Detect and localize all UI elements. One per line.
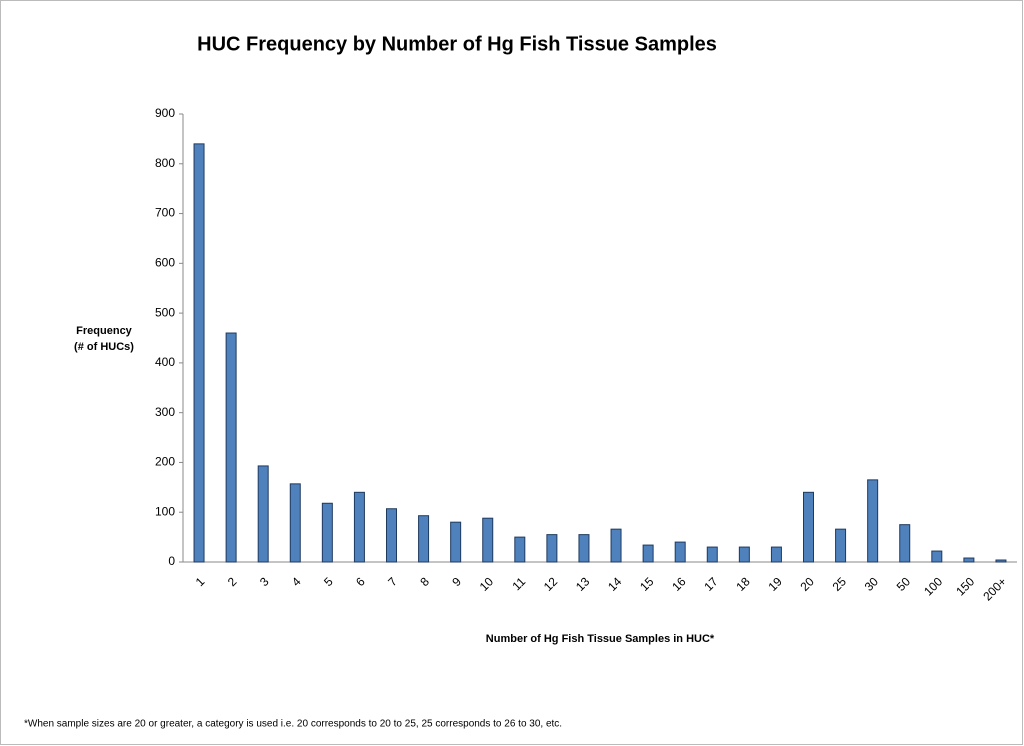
- bar: [738, 546, 750, 563]
- bar: [418, 515, 430, 563]
- bar: [835, 528, 847, 563]
- bar: [386, 508, 397, 563]
- x-axis-label: Number of Hg Fish Tissue Samples in HUC*: [486, 633, 715, 645]
- y-tick-label: 200: [155, 455, 175, 469]
- y-axis-label: (# of HUCs): [74, 341, 134, 353]
- y-tick-label: 400: [155, 355, 175, 369]
- y-axis-label: Frequency: [76, 325, 133, 337]
- bar: [321, 502, 333, 563]
- bar: [995, 559, 1007, 563]
- bar: [931, 550, 943, 563]
- y-tick-label: 600: [155, 256, 175, 270]
- bar: [450, 521, 462, 563]
- bar: [482, 517, 494, 563]
- bar: [803, 491, 814, 563]
- bar: [770, 546, 782, 563]
- y-tick-label: 100: [155, 504, 175, 518]
- bar: [899, 524, 911, 563]
- bar: [867, 479, 879, 563]
- chart-title: HUC Frequency by Number of Hg Fish Tissu…: [197, 33, 717, 55]
- bar: [514, 536, 526, 563]
- y-tick-label: 0: [168, 554, 175, 568]
- y-tick-label: 700: [155, 206, 175, 220]
- bar: [674, 541, 686, 563]
- bar: [610, 528, 622, 563]
- footnote: *When sample sizes are 20 or greater, a …: [24, 719, 562, 730]
- bar: [642, 544, 654, 563]
- bar: [257, 465, 269, 563]
- bar: [546, 534, 558, 563]
- bar: [353, 491, 365, 563]
- bar: [963, 557, 975, 563]
- y-tick-label: 500: [155, 305, 175, 319]
- bar: [578, 534, 590, 563]
- bar: [193, 143, 205, 563]
- bar: [706, 546, 718, 563]
- bar: [225, 332, 237, 563]
- y-tick-label: 800: [155, 156, 175, 170]
- bar: [289, 483, 301, 563]
- y-tick-label: 900: [155, 106, 175, 120]
- y-tick-label: 300: [155, 405, 175, 419]
